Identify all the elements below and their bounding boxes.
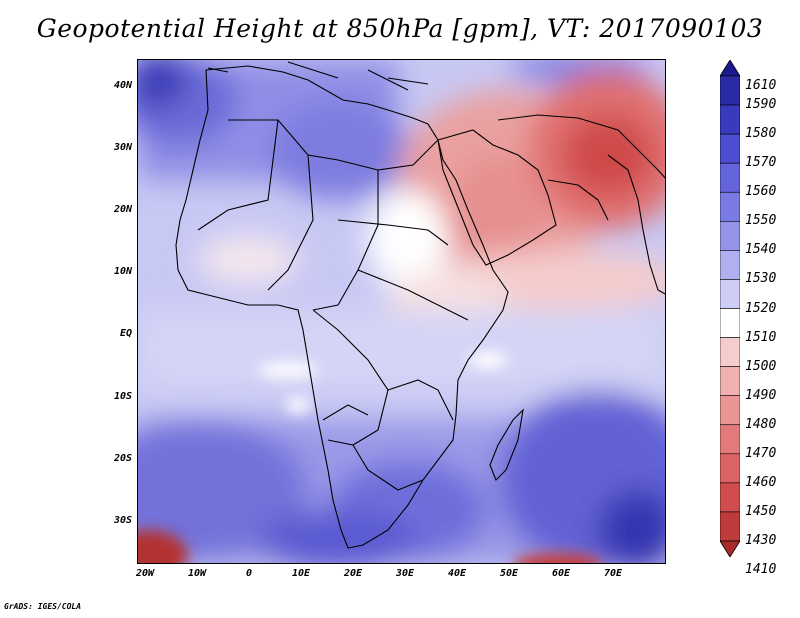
colorbar-swatch [720, 511, 740, 542]
colorbar-label: 1570 [745, 155, 777, 171]
colorbar-label: 1490 [745, 387, 777, 403]
lat-label-40n: 40N [113, 80, 132, 91]
colorbar-swatch [720, 162, 740, 193]
colorbar-swatch [720, 104, 740, 135]
colorbar-label: 1590 [745, 97, 777, 113]
colorbar-swatch [720, 395, 740, 426]
colorbar-label: 1580 [745, 126, 777, 142]
colorbar-swatch [720, 221, 740, 251]
lon-label-10e: 10E [291, 568, 311, 579]
lon-label-40e: 40E [447, 568, 467, 579]
colorbar-label: 1520 [745, 300, 777, 316]
colorbar-swatch [720, 279, 740, 309]
colorbar-label: 1560 [745, 184, 777, 200]
colorbar-label: 1450 [745, 503, 777, 519]
colorbar-label: 1530 [745, 271, 777, 287]
colorbar [720, 60, 740, 557]
lon-label-10w: 10W [187, 568, 207, 579]
colorbar-swatch [720, 482, 740, 513]
colorbar-swatch [720, 191, 740, 222]
colorbar-swatch [720, 308, 740, 338]
lat-label-20s: 20S [113, 453, 132, 464]
lon-label-20w: 20W [135, 568, 155, 579]
colorbar-label: 1540 [745, 242, 777, 258]
colorbar-label: 1500 [745, 358, 777, 374]
map-title: Geopotential Height at 850hPa [gpm], VT:… [36, 14, 764, 43]
lat-label-10s: 10S [113, 391, 132, 402]
colorbar-swatch [720, 250, 740, 280]
colorbar-bottom-arrow [720, 540, 740, 557]
colorbar-swatch [720, 366, 740, 396]
coastlines [175, 61, 665, 549]
colorbar-swatch [720, 75, 740, 106]
colorbar-label: 1610 [745, 78, 777, 93]
colorbar-label: 1470 [745, 445, 777, 461]
colorbar-top-arrow [720, 60, 740, 77]
lat-label-20n: 20N [113, 204, 132, 215]
geopotential-map [138, 60, 665, 563]
colorbar-label: 1430 [745, 533, 777, 548]
lon-label-60e: 60E [551, 568, 571, 579]
lat-label-30n: 30N [113, 142, 132, 153]
colorbar-label: 1510 [745, 329, 777, 345]
colorbar-label: 1410 [745, 562, 777, 578]
colorbar-swatch [720, 424, 740, 455]
lat-label-30s: 30S [113, 515, 132, 526]
colorbar-label: 1550 [745, 213, 777, 229]
lon-label-50e: 50E [499, 568, 519, 579]
colorbar-swatch [720, 453, 740, 484]
map-panel [137, 59, 666, 564]
lat-label-10n: 10N [113, 266, 132, 277]
lon-label-70e: 70E [603, 568, 623, 579]
colorbar-label: 1460 [745, 474, 777, 490]
lon-label-0: 0 [245, 568, 253, 579]
colorbar-label: 1480 [745, 416, 777, 432]
lat-label-eq: EQ [119, 328, 132, 339]
lon-label-20e: 20E [343, 568, 363, 579]
colorbar-swatch [720, 133, 740, 164]
lon-label-30e: 30E [395, 568, 415, 579]
grads-credit: GrADS: IGES/COLA [4, 602, 82, 611]
colorbar-swatch [720, 337, 740, 367]
